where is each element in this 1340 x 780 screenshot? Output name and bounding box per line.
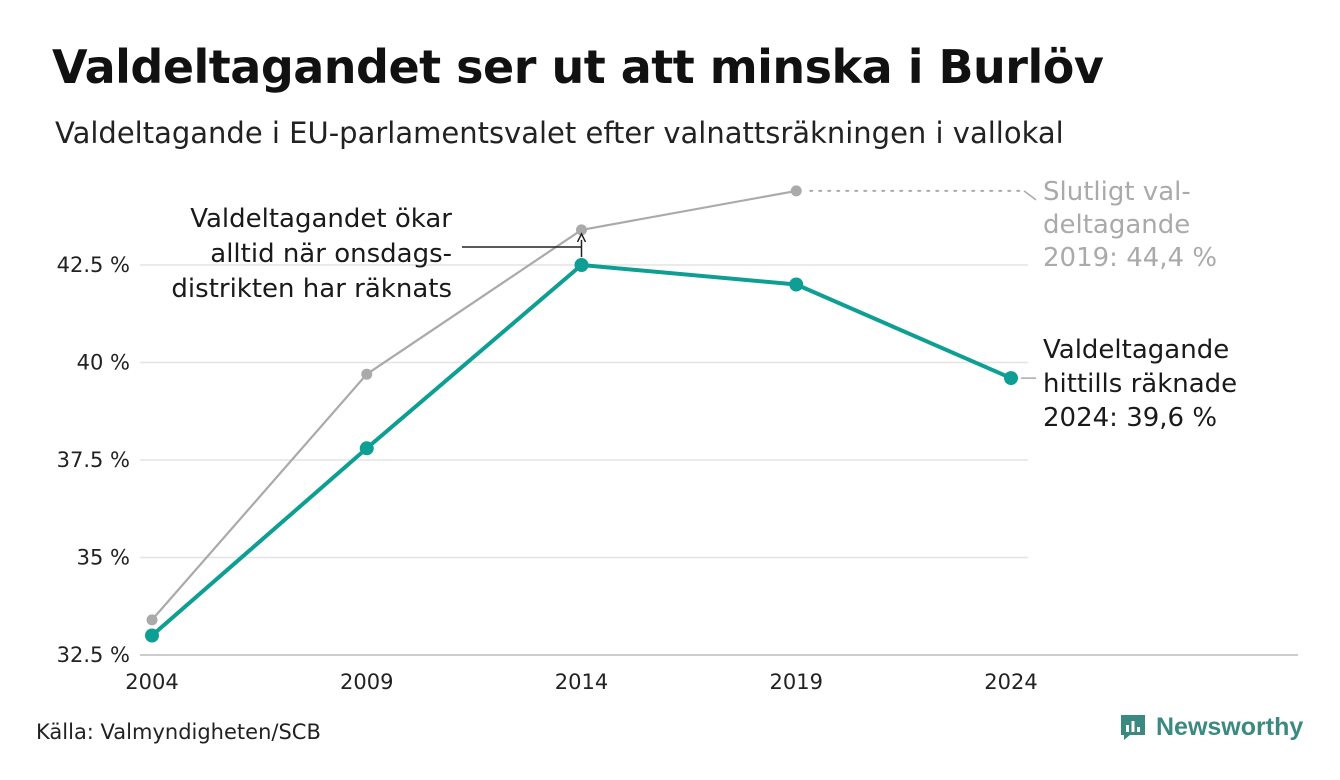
chart-title: Valdeltagandet ser ut att minska i Burlö… [52, 40, 1104, 94]
annotation-text-final: 2019: 44,4 % [1043, 243, 1217, 273]
annotation-text-left: alltid när onsdags- [210, 239, 452, 269]
series-line-final [150, 189, 798, 622]
data-point-final [576, 224, 587, 236]
series-line-current [150, 263, 1013, 638]
data-point-current [789, 277, 804, 292]
data-point-final [146, 614, 158, 626]
final-2019-leader-tick [1023, 190, 1037, 201]
annotation-text-final: Slutligt val- [1043, 177, 1191, 207]
annotation-text-current: 2024: 39,6 % [1043, 403, 1217, 433]
brand-logo[interactable]: Newsworthy [1118, 712, 1303, 742]
annotation-text-current: hittills räknade [1043, 369, 1237, 399]
data-point-current [574, 258, 589, 272]
annotation-text-left: distrikten har räknats [171, 274, 452, 304]
x-tick-label: 2009 [340, 670, 393, 694]
y-tick-label: 35 % [77, 546, 130, 570]
annotation-text-current: Valdeltagande [1043, 335, 1229, 365]
annotation-text-final: deltagande [1043, 210, 1190, 240]
data-point-current [1004, 371, 1018, 386]
x-tick-label: 2019 [770, 670, 823, 694]
annotation-text-left: Valdeltagandet ökar [190, 204, 452, 234]
annotations: Valdeltagandet ökar alltid när onsdags-di… [171, 177, 1237, 433]
data-point-current [359, 441, 374, 456]
data-point-current [145, 628, 159, 643]
x-axis-ticks: 2004 2009 2014 2019 2024 [125, 670, 1037, 694]
y-tick-label: 42.5 % [57, 253, 130, 277]
x-tick-label: 2004 [125, 670, 178, 694]
series [145, 185, 1018, 643]
y-tick-label: 40 % [77, 351, 130, 375]
annotation-arrow-head [576, 232, 587, 243]
x-tick-label: 2024 [984, 670, 1037, 694]
x-tick-label: 2014 [555, 670, 608, 694]
brand-name: Newsworthy [1156, 712, 1304, 741]
gridlines [140, 264, 1028, 559]
chart-subtitle: Valdeltagande i EU-parlamentsvalet efter… [55, 116, 1064, 150]
y-axis-ticks: 32.5 % 35 % 37.5 % 40 % 42.5 % [57, 253, 130, 667]
data-point-final [361, 368, 373, 380]
source-note: Källa: Valmyndigheten/SCB [36, 720, 321, 744]
y-tick-label: 37.5 % [57, 448, 130, 472]
y-tick-label: 32.5 % [57, 643, 130, 667]
bar-chart-icon [1121, 715, 1145, 740]
data-point-final [790, 185, 802, 197]
